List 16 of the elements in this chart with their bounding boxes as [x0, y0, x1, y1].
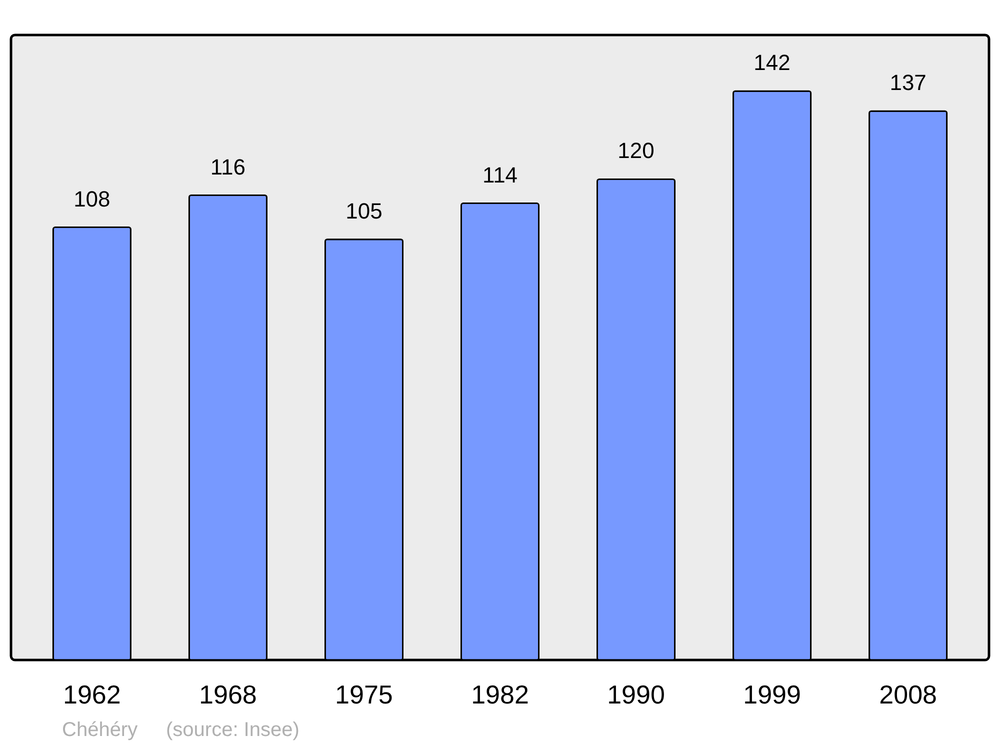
x-tick-label: 1975 — [335, 680, 393, 710]
data-label: 114 — [482, 162, 518, 188]
text: (source: Insee) — [166, 719, 300, 741]
x-tick-label: 1962 — [63, 680, 121, 710]
x-tick-label: 1982 — [471, 680, 529, 710]
x-tick-label: 1999 — [743, 680, 801, 710]
data-label: 105 — [346, 198, 382, 224]
x-tick-label: 2008 — [879, 680, 937, 710]
data-label: 137 — [890, 70, 926, 96]
data-label: 108 — [74, 186, 110, 212]
text: Chéhéry — [62, 719, 138, 741]
x-tick-label: 1990 — [607, 680, 665, 710]
data-label: 116 — [210, 154, 246, 180]
data-label: 120 — [618, 138, 654, 164]
data-label: 142 — [754, 50, 790, 76]
x-tick-label: 1968 — [199, 680, 257, 710]
